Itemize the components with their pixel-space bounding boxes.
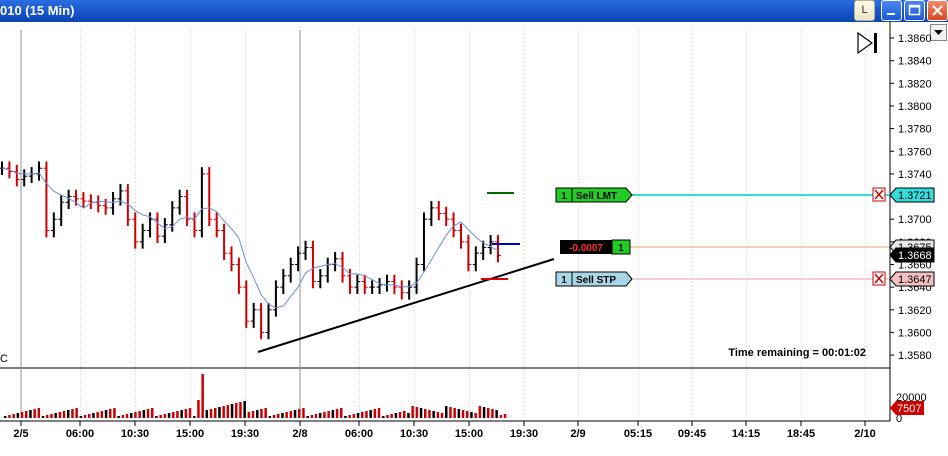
minimize-button[interactable] xyxy=(881,0,902,21)
time-tick-label: 14:15 xyxy=(732,428,760,440)
cancel-sell-limit-button[interactable] xyxy=(872,187,886,202)
svg-text:1.3647: 1.3647 xyxy=(898,274,932,286)
price-bars xyxy=(0,161,501,340)
trendline[interactable] xyxy=(257,258,555,353)
last-volume-flag: 7507 xyxy=(890,401,924,415)
sell-limit-qty: 1 xyxy=(561,191,567,202)
sell-stop-order-tag[interactable]: 1 Sell STP xyxy=(555,271,633,287)
price-tick-label: 1.3740 xyxy=(898,169,932,181)
close-icon xyxy=(874,273,884,284)
position-pnl: -0.0007 xyxy=(569,243,603,254)
link-button[interactable]: L xyxy=(854,0,875,21)
price-tick-label: 1.3700 xyxy=(898,214,932,226)
time-tick-label: 10:30 xyxy=(400,428,428,440)
price-tick-label: 1.3600 xyxy=(898,327,932,339)
sell-limit-label: Sell LMT xyxy=(576,191,617,202)
time-tick-label: 19:30 xyxy=(231,428,259,440)
position-qty: 1 xyxy=(618,243,624,254)
price-tick-label: 1.3840 xyxy=(898,56,932,68)
maximize-icon xyxy=(908,4,921,16)
time-tick-label: 15:00 xyxy=(455,428,483,440)
svg-text:1.3721: 1.3721 xyxy=(898,190,932,202)
last-price-flag: 1.3668 xyxy=(889,247,935,263)
price-tick-label: 1.3620 xyxy=(898,305,932,317)
sell-stop-label: Sell STP xyxy=(576,275,616,286)
volume-axis-zero: 0 xyxy=(896,413,902,425)
play-icon xyxy=(857,31,874,55)
moving-average-line xyxy=(1,167,499,309)
time-tick-label: 09:45 xyxy=(678,428,706,440)
price-tick-label: 1.3820 xyxy=(898,78,932,90)
sell-stop-price-flag: 1.3647 xyxy=(889,271,935,287)
chevron-down-icon xyxy=(934,30,943,35)
svg-text:1.3668: 1.3668 xyxy=(898,250,932,262)
close-button[interactable] xyxy=(927,0,948,21)
time-tick-label: 18:45 xyxy=(787,428,815,440)
instrument-label: C xyxy=(0,353,8,365)
time-tick-label: 15:00 xyxy=(176,428,204,440)
time-tick-label: 2/5 xyxy=(13,428,28,440)
price-tick-label: 1.3780 xyxy=(898,124,932,136)
chart-menu-button[interactable] xyxy=(930,24,947,41)
time-tick-label: 06:00 xyxy=(345,428,373,440)
position-pnl-tag[interactable]: -0.0007 1 xyxy=(560,239,631,255)
volume-bars xyxy=(4,374,507,418)
maximize-button[interactable] xyxy=(904,0,925,21)
minimize-icon xyxy=(887,13,895,15)
scroll-to-end-button[interactable] xyxy=(857,31,877,55)
time-tick-label: 2/9 xyxy=(570,428,585,440)
time-tick-label: 05:15 xyxy=(624,428,652,440)
price-tick-label: 1.3580 xyxy=(898,350,932,362)
price-tick-label: 1.3860 xyxy=(898,33,932,45)
price-tick-label: 1.3760 xyxy=(898,146,932,158)
price-chart[interactable]: 1 Sell LMT 1 Sell STP -0.0007 1 1.3860 1.… xyxy=(0,22,948,456)
sell-limit-price-flag: 1.3721 xyxy=(889,187,935,203)
cancel-sell-stop-button[interactable] xyxy=(872,271,886,286)
close-icon xyxy=(874,189,884,200)
svg-text:7507: 7507 xyxy=(897,403,921,415)
time-tick-label: 2/10 xyxy=(854,428,875,440)
time-tick-label: 2/8 xyxy=(292,428,307,440)
time-remaining: Time remaining = 00:01:02 xyxy=(728,347,866,359)
title-bar: 010 (15 Min) L xyxy=(0,0,948,22)
time-tick-label: 06:00 xyxy=(66,428,94,440)
time-tick-label: 10:30 xyxy=(121,428,149,440)
window-title: 010 (15 Min) xyxy=(0,3,75,18)
time-tick-label: 19:30 xyxy=(510,428,538,440)
sell-stop-qty: 1 xyxy=(561,275,567,286)
price-tick-label: 1.3800 xyxy=(898,101,932,113)
time-axis: 2/5 06:00 10:30 15:00 19:30 2/8 06:00 10:30 15:0… xyxy=(13,421,876,440)
close-icon xyxy=(932,5,943,16)
sell-limit-order-tag[interactable]: 1 Sell LMT xyxy=(555,187,633,203)
chart-grid xyxy=(20,30,866,418)
